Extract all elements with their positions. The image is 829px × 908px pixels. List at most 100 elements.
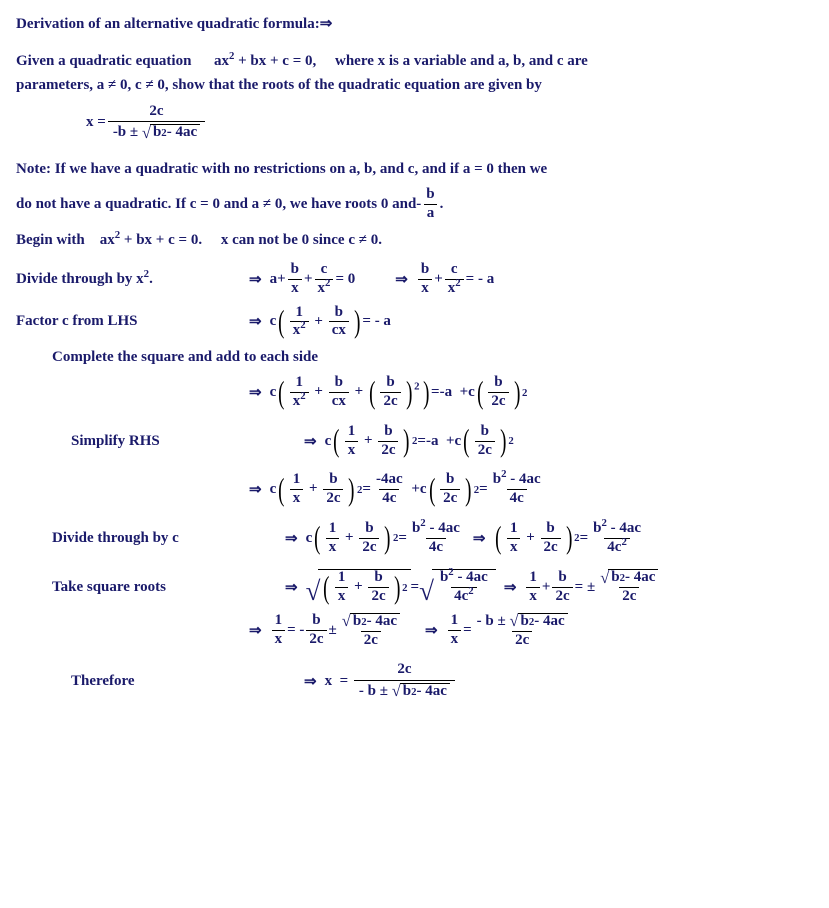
page-title: Derivation of an alternative quadratic f… <box>16 14 813 33</box>
d2c8: 2c <box>541 538 561 556</box>
eq4a: = <box>417 433 426 450</box>
p10: + <box>526 529 538 545</box>
alt-formula: x = 2c -b ± √b2 - 4ac <box>86 104 207 142</box>
step-complete-square: ⇒ c 1x2 + bcx + b2c 2 = -a + c b2c 2 <box>16 375 813 410</box>
f-1-x-8: 1x <box>448 613 462 648</box>
xd10: x <box>448 630 462 648</box>
sqrt-disc-2: √b2 - 4ac <box>600 569 658 586</box>
n3: 1 <box>345 424 359 441</box>
n4ac: -4ac <box>373 472 406 489</box>
d2c9: 2c <box>368 587 388 605</box>
eqna: = - a <box>466 271 495 288</box>
eq5a: = <box>362 481 371 498</box>
p3: + <box>434 271 443 288</box>
f-b-2c-5: b2c <box>440 472 460 507</box>
d2c11: 2c <box>619 587 639 605</box>
fc2: 4c <box>607 539 621 555</box>
eqpm: = ± <box>575 579 596 596</box>
eq-3: c 1x2 + bcx + b2c 2 = -a + c b2c 2 <box>270 375 528 410</box>
disc-n4: b2 - 4ac <box>437 570 491 587</box>
eq6a: = <box>398 530 407 547</box>
d2c14: 2c <box>512 631 532 649</box>
begin-label: Begin with <box>16 230 85 250</box>
formula-den: -b ± √b2 - 4ac <box>108 121 205 141</box>
f-1-x-6: 1x <box>526 570 540 605</box>
eq-6: c 1x + b2c 2 = b2 - 4ac 4c <box>306 521 465 556</box>
eq-8: 1x = - b2c ± √b2 - 4ac 2c <box>270 613 405 649</box>
mns: = - <box>287 622 304 639</box>
d4c2s2: 4c2 <box>451 587 477 605</box>
f-disc-4c2: b2 - 4ac 4c2 <box>590 521 644 556</box>
ax: ax <box>214 53 229 69</box>
b27: b <box>521 614 529 630</box>
sqn: √b2 - 4ac <box>597 569 661 587</box>
eqna2: = - a <box>362 313 391 330</box>
n5: 1 <box>326 521 340 538</box>
xd7: x <box>335 587 349 605</box>
d2c7: 2c <box>359 538 379 556</box>
d2c12: 2c <box>306 630 326 648</box>
f-b-2c-8: b2c <box>368 570 388 605</box>
cxd: cx <box>329 321 349 339</box>
paren-5: 1x + b2c <box>312 521 393 556</box>
sqrt-disc-5: √b2 - 4ac <box>392 683 450 700</box>
note-line-1: Note: If we have a quadratic with no res… <box>16 159 813 179</box>
paren-3r: b2c <box>461 424 508 459</box>
eq-8b: 1x = - b ± √b2 - 4ac 2c <box>446 613 573 649</box>
arrow-icon-3: ⇒ <box>249 312 262 331</box>
disc-n3: b2 - 4ac <box>590 521 644 538</box>
arrow-icon-7: ⇒ <box>285 529 298 548</box>
d2c10: 2c <box>552 587 572 605</box>
paren-4r: b2c <box>427 472 474 507</box>
f-1-x-3: 1x <box>326 521 340 556</box>
m4ac4: - 4ac <box>607 520 641 536</box>
na1: -a <box>440 384 453 401</box>
c-7: c <box>420 481 427 498</box>
m4ac2: - 4ac <box>506 471 540 487</box>
formula-num: 2c <box>144 104 168 122</box>
f-b-2c-7: b2c <box>541 521 561 556</box>
d4c2s: 4c2 <box>604 538 630 556</box>
disc-n2: b2 - 4ac <box>409 521 463 538</box>
nb2: - b ± <box>359 683 392 699</box>
step-divide-x2: Divide through by x2. ⇒ a + bx + cx2 = 0… <box>16 262 813 297</box>
step-label-divc: Divide through by c <box>16 530 277 547</box>
f-sqrt-2c: √b2 - 4ac 2c <box>597 569 661 605</box>
neg-b-pm: -b ± <box>113 124 142 140</box>
n7: 1 <box>335 570 349 587</box>
f-b-2c-2: b2c <box>378 424 398 459</box>
xd2: x <box>418 279 432 297</box>
eq-final: x = 2c - b ± √b2 - 4ac <box>325 662 457 700</box>
d4c3: 4c <box>426 538 446 556</box>
bn13: b <box>371 570 385 587</box>
c-5: c <box>455 433 462 450</box>
a-den: a <box>424 204 438 222</box>
begin-line: Begin with ax2 + bx + c = 0. x can not b… <box>16 230 382 250</box>
frac-c-x2: cx2 <box>315 262 334 297</box>
f-1-x-2: 1x <box>290 472 304 507</box>
bn14: b <box>555 570 569 587</box>
f-disc-4c2-2: b2 - 4ac 4c2 <box>437 570 491 605</box>
eq-2: c 1x2 + bcx = - a <box>270 305 391 340</box>
step-label-3: Complete the square and add to each side <box>52 347 813 367</box>
x2d2: x2 <box>445 279 464 297</box>
paren-4: 1x + b2c <box>276 472 357 507</box>
d2c4: 2c <box>475 441 495 459</box>
f-b-2c-9: b2c <box>552 570 572 605</box>
n6: 1 <box>507 521 521 538</box>
step-4c: ⇒ c 1x + b2c 2 = -4ac4c + c b2c 2 = b2 -… <box>16 472 813 507</box>
f-combined: - b ± √b2 - 4ac 2c <box>474 613 571 649</box>
m4ac7: - 4ac <box>367 614 397 630</box>
pm1: ± <box>329 622 337 639</box>
step-simplify: Simplify RHS ⇒ c 1x + b2c 2 = -a + c b2c… <box>16 424 813 459</box>
bn7: b <box>381 424 395 441</box>
x2d: x2 <box>315 279 334 297</box>
begin-eq: ax2 + bx + c = 0. <box>100 230 202 250</box>
bn4: b <box>332 375 346 392</box>
f-disc-4c-2: b2 - 4ac 4c <box>409 521 463 556</box>
eq-4: c 1x + b2c 2 = -a + c b2c 2 <box>325 424 514 459</box>
bn11: b <box>362 521 376 538</box>
arrow-icon-8: ⇒ <box>473 529 486 548</box>
d2c5: 2c <box>323 489 343 507</box>
step-divide-c: Divide through by c ⇒ c 1x + b2c 2 = b2 … <box>16 521 813 556</box>
